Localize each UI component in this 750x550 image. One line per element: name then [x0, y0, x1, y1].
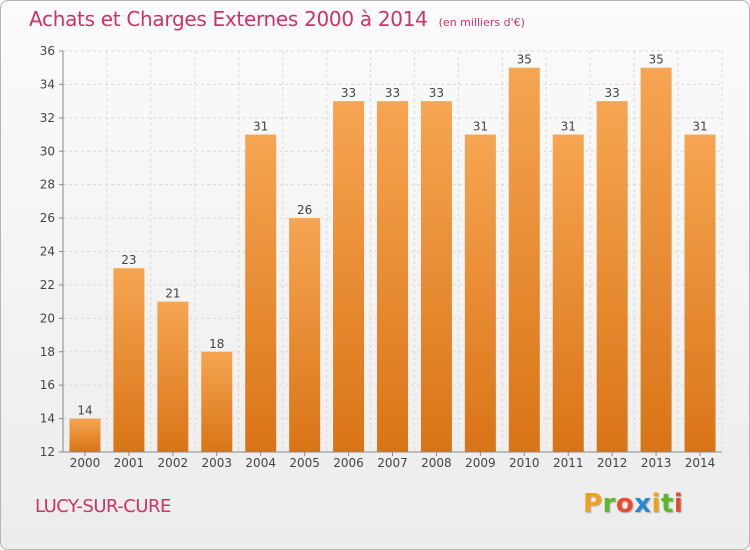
value-label-2010: 35 — [517, 53, 532, 67]
value-label-2008: 33 — [429, 86, 444, 100]
y-tick-label: 26 — [40, 211, 55, 225]
y-tick-label: 24 — [40, 245, 55, 259]
bar-2005 — [289, 218, 321, 452]
value-label-2014: 31 — [692, 120, 707, 134]
x-tick-label-2000: 2000 — [70, 456, 101, 470]
y-tick-label: 30 — [40, 144, 55, 158]
bar-2000 — [69, 418, 101, 452]
value-label-2000: 14 — [77, 404, 92, 418]
value-labels: 14 23 21 18 31 26 33 33 33 31 35 31 33 35 31 — [77, 53, 707, 418]
value-label-2007: 33 — [385, 86, 400, 100]
bar-2007 — [377, 101, 408, 452]
value-label-2013: 35 — [648, 53, 663, 67]
value-label-2006: 33 — [341, 86, 356, 100]
bar-2009 — [464, 134, 496, 452]
value-label-2002: 21 — [165, 287, 180, 301]
logo-letter: P — [583, 489, 603, 519]
x-tick-label-2005: 2005 — [289, 456, 320, 470]
value-label-2004: 31 — [253, 120, 268, 134]
city-name: LUCY-SUR-CURE — [35, 496, 171, 517]
x-tick-label-2012: 2012 — [597, 456, 628, 470]
x-tick-label-2011: 2011 — [553, 456, 584, 470]
logo-letter: o — [615, 489, 635, 519]
x-tick-label-2006: 2006 — [333, 456, 364, 470]
value-label-2009: 31 — [473, 120, 488, 134]
y-tick-label: 22 — [40, 278, 55, 292]
y-tick-label: 20 — [40, 311, 55, 325]
proxiti-logo[interactable]: Proxiti — [583, 489, 683, 519]
x-tick-label-2009: 2009 — [465, 456, 496, 470]
value-label-2011: 31 — [561, 120, 576, 134]
bar-2010 — [508, 67, 540, 452]
x-tick-label-2002: 2002 — [158, 456, 189, 470]
chart-title-unit: (en milliers d'€) — [438, 16, 525, 29]
chart-title: Achats et Charges Externes 2000 à 2014 (… — [29, 7, 525, 31]
y-tick-label: 36 — [40, 44, 55, 58]
x-tick-label-2008: 2008 — [421, 456, 452, 470]
logo-letter: r — [602, 489, 616, 519]
bar-2006 — [333, 101, 365, 452]
y-tick-label: 16 — [40, 378, 55, 392]
value-label-2012: 33 — [605, 86, 620, 100]
x-tick-label-2004: 2004 — [245, 456, 276, 470]
bar-2004 — [245, 134, 277, 452]
bar-2002 — [157, 301, 189, 452]
bar-2001 — [113, 268, 145, 452]
logo-letter: x — [634, 489, 652, 519]
y-tick-label: 32 — [40, 111, 55, 125]
logo-letter: i — [651, 489, 661, 519]
value-label-2005: 26 — [297, 203, 312, 217]
bar-2014 — [684, 134, 716, 452]
y-tick-label: 12 — [40, 445, 55, 459]
y-tick-label: 14 — [40, 412, 55, 426]
x-tick-label-2003: 2003 — [201, 456, 232, 470]
bar-2012 — [596, 101, 628, 452]
y-tick-label: 28 — [40, 178, 55, 192]
logo-letter: t — [660, 489, 674, 519]
value-label-2001: 23 — [121, 253, 136, 267]
axes: 12 14 16 18 20 22 24 26 28 30 32 34 36 2000 2001 2002 20… — [40, 44, 722, 470]
bar-2011 — [552, 134, 584, 452]
value-label-2003: 18 — [209, 337, 224, 351]
logo-letter: i — [673, 489, 684, 519]
x-tick-label-2007: 2007 — [377, 456, 408, 470]
bar-2008 — [420, 101, 452, 452]
bar-2003 — [201, 351, 233, 452]
x-tick-label-2010: 2010 — [509, 456, 540, 470]
y-tick-label: 34 — [40, 77, 55, 91]
bar-2013 — [640, 67, 672, 452]
y-tick-label: 18 — [40, 345, 55, 359]
x-tick-label-2014: 2014 — [685, 456, 716, 470]
x-tick-label-2013: 2013 — [641, 456, 672, 470]
chart-title-main: Achats et Charges Externes 2000 à 2014 — [29, 7, 428, 31]
bars — [69, 67, 716, 452]
x-tick-label-2001: 2001 — [114, 456, 145, 470]
